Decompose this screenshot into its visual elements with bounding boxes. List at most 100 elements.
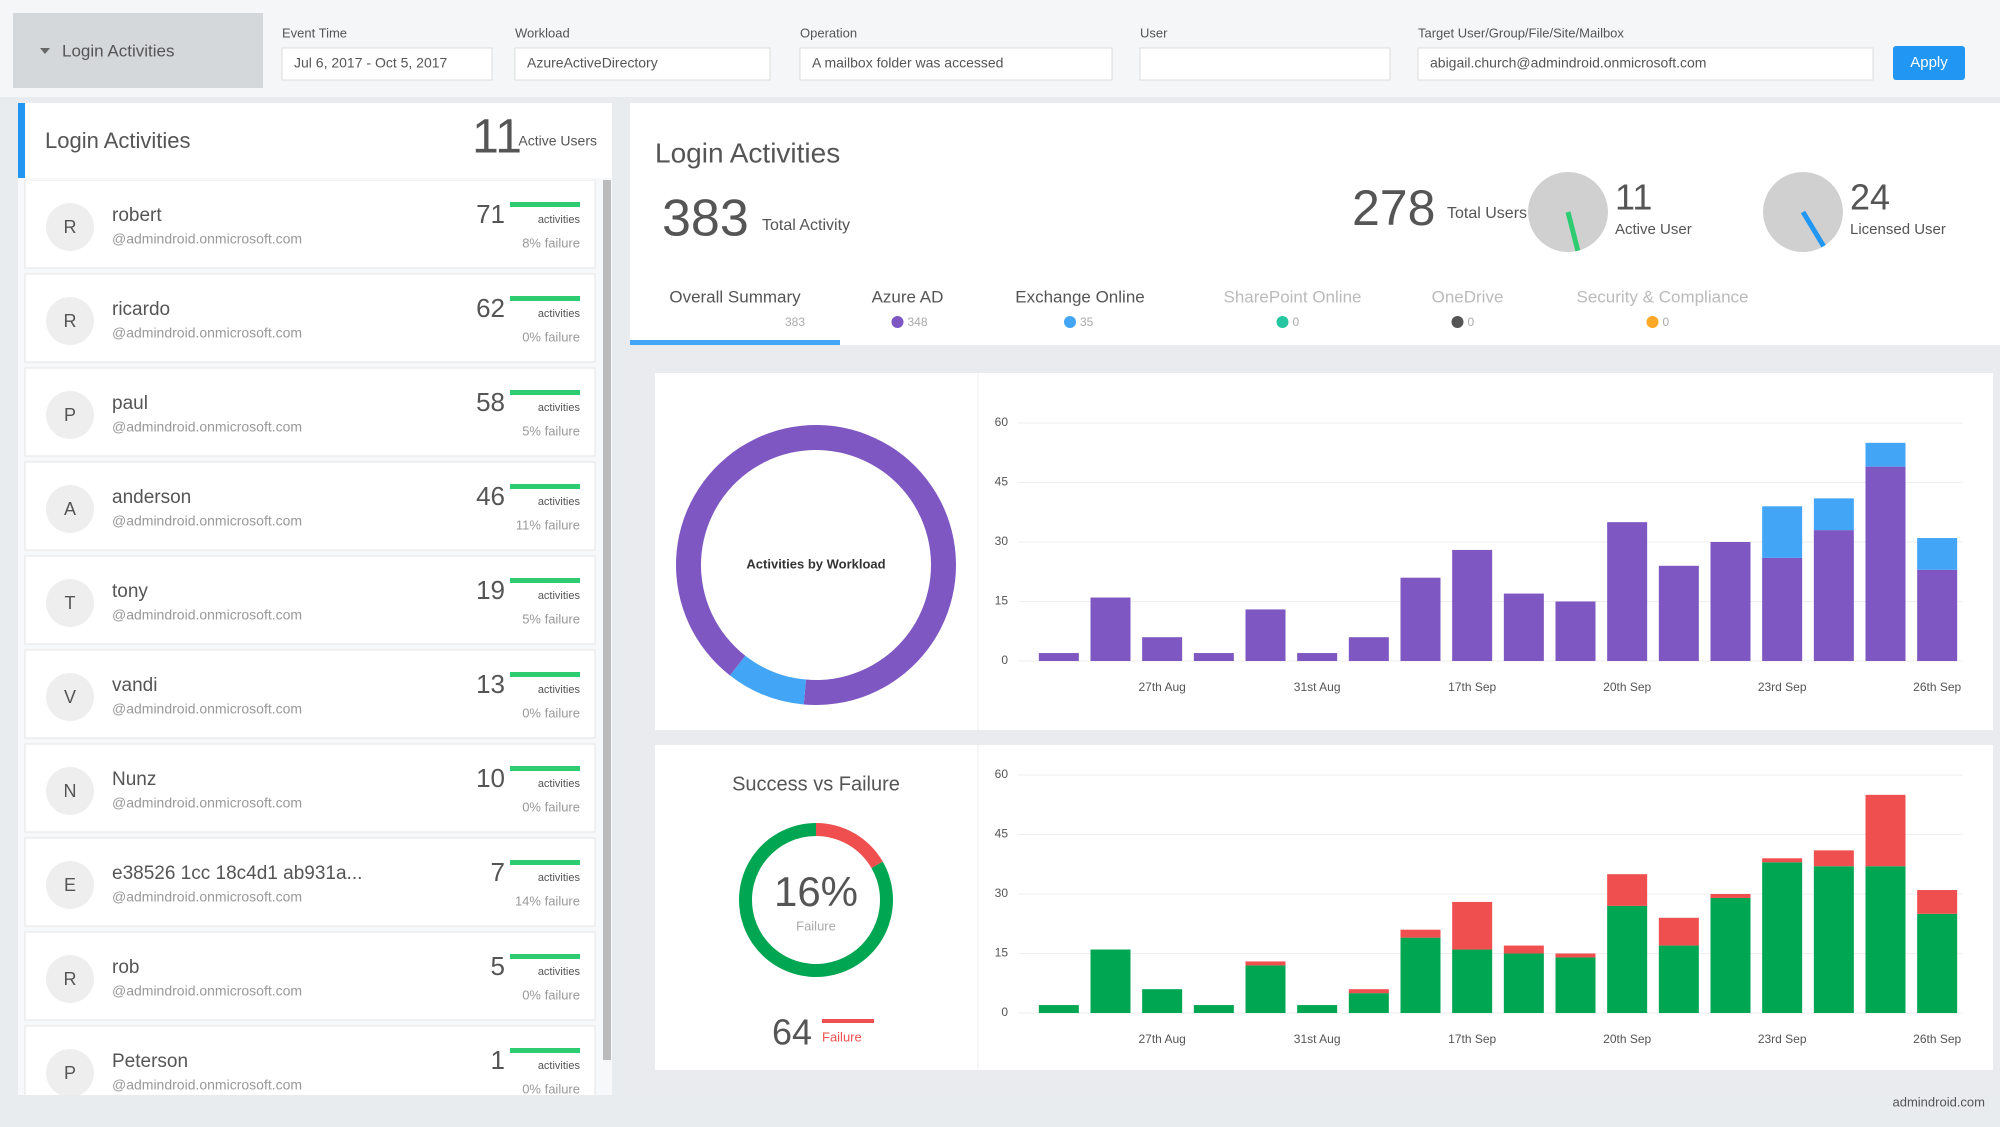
bar-segment xyxy=(1038,653,1079,661)
tab-dot xyxy=(1064,316,1076,328)
y-tick-label: 60 xyxy=(995,415,1009,429)
x-tick-label: 20th Sep xyxy=(1603,1032,1651,1046)
chart-title: Success vs Failure xyxy=(732,773,900,795)
bar-segment xyxy=(1400,929,1441,938)
bar-segment xyxy=(1555,957,1596,1013)
user-row[interactable] xyxy=(24,743,596,833)
user-avatar xyxy=(46,485,94,533)
bar-segment xyxy=(1555,953,1596,958)
user-email: @admindroid.onmicrosoft.com xyxy=(112,795,302,811)
y-tick-label: 0 xyxy=(1001,653,1008,667)
user-failure: 5% failure xyxy=(522,423,580,438)
user-row[interactable] xyxy=(24,555,596,645)
tab-label[interactable]: Azure AD xyxy=(872,287,944,306)
bar-segment xyxy=(1762,858,1803,863)
user-name: rob xyxy=(112,957,139,978)
total-users: 278 xyxy=(1352,180,1435,236)
user-row[interactable] xyxy=(24,180,596,269)
bar-segment xyxy=(1193,653,1234,661)
user-initial: N xyxy=(64,781,77,801)
x-tick-label: 17th Sep xyxy=(1448,1032,1496,1046)
x-tick-label: 26th Sep xyxy=(1913,680,1961,694)
bar-segment xyxy=(1710,894,1751,898)
scrollbar[interactable] xyxy=(603,180,611,1060)
bar-segment xyxy=(1813,850,1854,867)
filter-value: AzureActiveDirectory xyxy=(527,55,658,71)
user-row[interactable] xyxy=(24,837,596,927)
bar-segment xyxy=(1400,937,1441,1013)
filter-input[interactable] xyxy=(799,47,1113,81)
donut-slice xyxy=(816,823,883,869)
bar-segment xyxy=(1245,965,1286,1013)
bar-segment xyxy=(1813,866,1854,1013)
filter-label: User xyxy=(1140,25,1168,40)
x-tick-label: 20th Sep xyxy=(1603,680,1651,694)
user-failure: 11% failure xyxy=(516,517,580,532)
x-tick-label: 17th Sep xyxy=(1448,680,1496,694)
tab-label[interactable]: OneDrive xyxy=(1432,287,1504,306)
user-row[interactable] xyxy=(24,461,596,551)
user-activities: 10 xyxy=(476,763,505,793)
user-initial: A xyxy=(64,499,76,519)
tab-label[interactable]: Overall Summary xyxy=(669,287,801,306)
apply-button[interactable] xyxy=(1893,46,1965,80)
x-tick-label: 26th Sep xyxy=(1913,1032,1961,1046)
bar-segment xyxy=(1710,897,1751,1013)
chart-title: Activities by Workload xyxy=(746,556,885,571)
user-email: @admindroid.onmicrosoft.com xyxy=(112,231,302,247)
user-row[interactable] xyxy=(24,649,596,739)
activity-bar xyxy=(510,390,580,395)
user-initial: P xyxy=(64,1063,76,1083)
bar-segment xyxy=(1193,1005,1234,1013)
bar-segment xyxy=(1348,989,1389,994)
x-tick-label: 31st Aug xyxy=(1294,680,1341,694)
active-label: Active Users xyxy=(518,133,597,149)
bar-segment xyxy=(1142,637,1183,661)
user-email: @admindroid.onmicrosoft.com xyxy=(112,513,302,529)
filter-label: Event Time xyxy=(282,25,347,40)
total-users-label: Total Users xyxy=(1447,205,1527,222)
total-activity-label: Total Activity xyxy=(762,217,850,234)
filter-input[interactable] xyxy=(1139,47,1391,81)
user-avatar xyxy=(46,579,94,627)
bar-segment xyxy=(1917,913,1958,1013)
user-email: @admindroid.onmicrosoft.com xyxy=(112,607,302,623)
bar-segment xyxy=(1090,597,1131,661)
user-email: @admindroid.onmicrosoft.com xyxy=(112,701,302,717)
user-avatar xyxy=(46,391,94,439)
apply-label: Apply xyxy=(1910,54,1948,71)
user-row[interactable] xyxy=(24,273,596,363)
user-name: robert xyxy=(112,205,162,226)
bar-segment xyxy=(1813,530,1854,661)
tab-label[interactable]: SharePoint Online xyxy=(1224,287,1362,306)
y-tick-label: 0 xyxy=(1001,1005,1008,1019)
tab-count: 35 xyxy=(1080,315,1094,329)
bar-segment xyxy=(1865,466,1906,661)
user-row[interactable] xyxy=(24,367,596,457)
filter-input[interactable] xyxy=(281,47,493,81)
user-initial: R xyxy=(64,311,77,331)
user-email: @admindroid.onmicrosoft.com xyxy=(112,419,302,435)
user-avatar xyxy=(46,861,94,909)
sidebar-title: Login Activities xyxy=(45,128,191,153)
tab-label[interactable]: Security & Compliance xyxy=(1577,287,1749,306)
filter-input[interactable] xyxy=(1417,47,1874,81)
user-row[interactable] xyxy=(24,931,596,1021)
filter-input[interactable] xyxy=(514,47,771,81)
user-name: Peterson xyxy=(112,1051,188,1072)
user-activities: 5 xyxy=(491,951,505,981)
user-name: vandi xyxy=(112,675,157,696)
user-avatar xyxy=(46,203,94,251)
user-activities: 62 xyxy=(476,293,505,323)
user-failure: 8% failure xyxy=(522,235,580,250)
bar-segment xyxy=(1503,945,1544,954)
user-row[interactable] xyxy=(24,1025,596,1114)
filter-value: A mailbox folder was accessed xyxy=(812,55,1003,71)
tab-label[interactable]: Exchange Online xyxy=(1015,287,1144,306)
x-tick-label: 23rd Sep xyxy=(1758,680,1807,694)
user-name: tony xyxy=(112,581,148,602)
menu-button[interactable] xyxy=(13,13,263,88)
user-initial: P xyxy=(64,405,76,425)
